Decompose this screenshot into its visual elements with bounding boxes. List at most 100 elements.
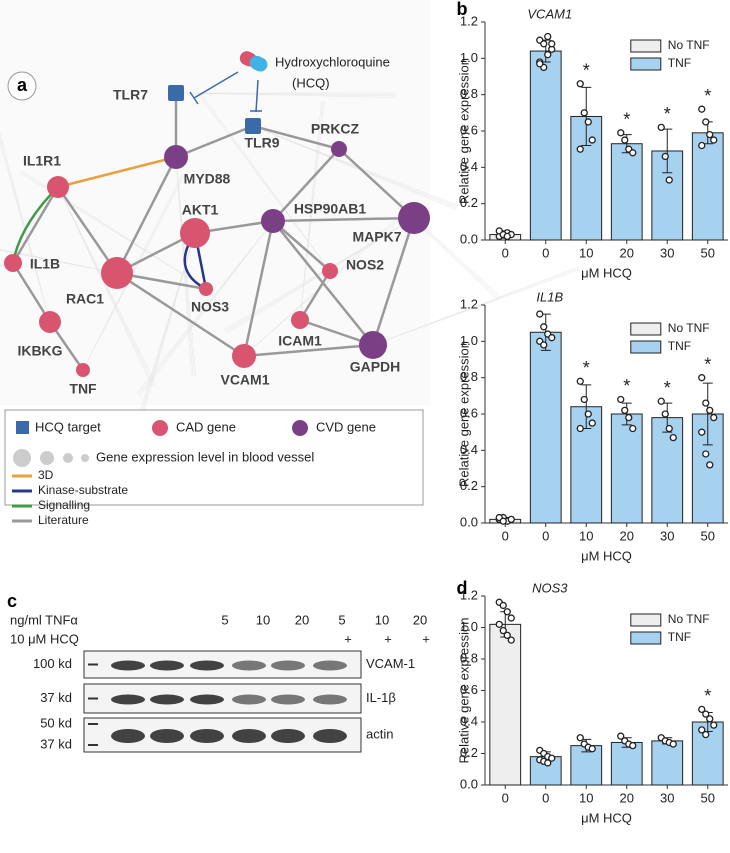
blot-band bbox=[111, 729, 145, 743]
edge bbox=[242, 220, 275, 357]
x-axis-label: μM HCQ bbox=[581, 810, 632, 825]
bar bbox=[610, 143, 643, 241]
blot-band bbox=[313, 694, 347, 705]
data-point bbox=[580, 109, 588, 117]
data-point bbox=[706, 406, 714, 415]
significance: * bbox=[704, 354, 711, 374]
data-point bbox=[499, 601, 507, 610]
data-point bbox=[544, 51, 552, 59]
legend-label: TNF bbox=[668, 56, 691, 70]
edge bbox=[298, 270, 332, 321]
blot-band bbox=[150, 694, 184, 705]
y-tick-label: 0.4 bbox=[460, 442, 478, 457]
edge bbox=[175, 124, 254, 159]
background-line bbox=[243, 210, 410, 357]
y-tick-label: 0.2 bbox=[460, 745, 478, 760]
data-point bbox=[621, 406, 629, 415]
blot-band bbox=[190, 694, 224, 705]
legend-label: Signalling bbox=[38, 498, 90, 512]
error-bar bbox=[621, 402, 632, 426]
node-label: IL1R1 bbox=[23, 153, 61, 169]
bar bbox=[529, 331, 562, 524]
data-point bbox=[706, 715, 714, 723]
legend-swatch bbox=[630, 613, 662, 627]
chart-title: NOS3 bbox=[532, 580, 568, 595]
node-label: IL1B bbox=[30, 256, 60, 272]
marker-label: 37 kd bbox=[40, 690, 72, 705]
x-tick-label: 20 bbox=[620, 790, 634, 805]
background-line bbox=[175, 92, 396, 98]
data-point bbox=[540, 40, 548, 48]
target-node bbox=[245, 118, 261, 134]
x-tick-label: 10 bbox=[579, 528, 593, 543]
y-tick-label: 0.6 bbox=[460, 682, 478, 697]
blot-band bbox=[271, 660, 305, 671]
data-point bbox=[617, 732, 625, 740]
gene-node bbox=[359, 331, 387, 359]
data-point bbox=[588, 745, 596, 753]
data-point bbox=[702, 710, 710, 718]
legend-swatch bbox=[16, 421, 29, 434]
gene-node bbox=[331, 141, 347, 157]
y-tick-label: 1.0 bbox=[460, 619, 478, 634]
legend-swatch bbox=[40, 451, 54, 465]
data-point bbox=[576, 145, 584, 153]
legend-swatch bbox=[292, 420, 308, 436]
treatment-label: ng/ml TNFα bbox=[10, 612, 78, 627]
node-label: ICAM1 bbox=[278, 333, 322, 349]
legend-swatch bbox=[630, 631, 662, 645]
data-point bbox=[698, 105, 706, 113]
x-tick-label: 30 bbox=[660, 790, 674, 805]
blot-band bbox=[232, 694, 266, 705]
chart-title: IL1B bbox=[536, 289, 563, 304]
panel-label: d bbox=[457, 578, 468, 598]
data-point bbox=[669, 433, 677, 442]
background-line bbox=[0, 132, 51, 323]
node-label: NOS2 bbox=[346, 257, 384, 273]
node-label: TLR9 bbox=[245, 135, 280, 151]
legend-label: No TNF bbox=[668, 612, 710, 626]
blot-band bbox=[232, 660, 266, 671]
data-point bbox=[621, 136, 629, 144]
data-point bbox=[710, 136, 718, 144]
data-point bbox=[588, 419, 596, 427]
legend-swatch bbox=[152, 420, 168, 436]
edge bbox=[272, 216, 415, 223]
x-tick-label: 50 bbox=[701, 790, 715, 805]
data-point bbox=[584, 118, 592, 126]
chart-title: VCAM1 bbox=[527, 6, 572, 21]
data-point bbox=[702, 730, 710, 739]
gene-node bbox=[261, 209, 285, 233]
y-axis-label: Relative gene expression bbox=[456, 341, 471, 487]
data-point bbox=[706, 461, 714, 469]
drug-abbr: (HCQ) bbox=[292, 75, 330, 90]
data-point bbox=[661, 410, 669, 418]
node-label: PRKCZ bbox=[311, 121, 360, 137]
data-point bbox=[665, 424, 673, 433]
legend-label: CVD gene bbox=[316, 419, 376, 434]
y-tick-label: 0.0 bbox=[460, 231, 478, 246]
data-point bbox=[499, 627, 507, 635]
blot-band bbox=[313, 729, 347, 743]
gene-node bbox=[164, 145, 188, 169]
data-point bbox=[495, 620, 503, 628]
treatment-label: 10 μM HCQ bbox=[10, 631, 79, 646]
y-tick-label: 1.2 bbox=[460, 296, 478, 311]
gene-node bbox=[4, 254, 22, 272]
gene-node bbox=[322, 263, 338, 279]
data-point bbox=[576, 734, 584, 742]
marker-label: 100 kd bbox=[33, 656, 72, 671]
data-point bbox=[657, 397, 665, 405]
node-label: NOS3 bbox=[191, 299, 229, 315]
data-point bbox=[544, 759, 552, 767]
significance: * bbox=[583, 358, 590, 378]
x-tick-label: 10 bbox=[579, 245, 593, 260]
significance: * bbox=[623, 110, 630, 130]
x-axis-label: μM HCQ bbox=[581, 548, 632, 563]
treatment-value: 20 bbox=[295, 612, 309, 627]
edge bbox=[56, 186, 119, 274]
data-point bbox=[576, 424, 584, 433]
bar bbox=[610, 413, 643, 524]
gene-node bbox=[76, 363, 90, 377]
y-tick-label: 0.8 bbox=[460, 369, 478, 384]
